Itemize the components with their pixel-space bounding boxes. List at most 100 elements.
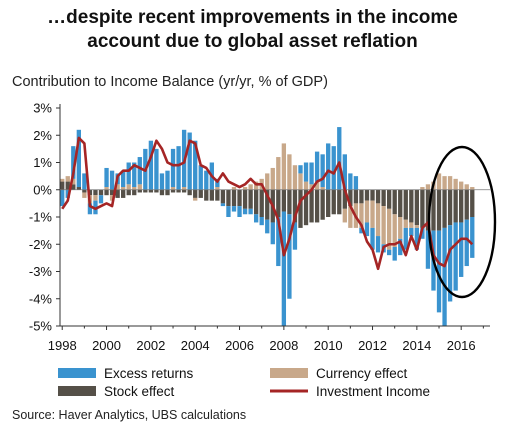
- excess-returns-bar: [447, 225, 453, 302]
- currency-effect-bar: [121, 187, 126, 190]
- legend-stock-effect-label: Stock effect: [104, 384, 175, 399]
- stock-effect-bar: [148, 189, 154, 193]
- excess-returns-bar: [109, 170, 115, 190]
- currency-effect-bar: [453, 178, 458, 190]
- legend-investment-income-label: Investment Income: [316, 384, 430, 399]
- x-tick-label: 2014: [402, 338, 431, 353]
- x-tick-label: 2010: [314, 338, 343, 353]
- stock-effect-bar: [359, 189, 364, 204]
- excess-returns-bar: [414, 227, 420, 250]
- currency-effect-bar: [193, 197, 198, 201]
- stock-effect-bar: [154, 189, 159, 193]
- x-tick-label: 2006: [225, 338, 254, 353]
- stock-effect-bar: [409, 189, 414, 223]
- excess-returns-bar: [60, 189, 65, 207]
- stock-effect-bar: [392, 189, 397, 215]
- excess-returns-bar: [126, 162, 131, 185]
- excess-returns-bar: [82, 173, 87, 190]
- currency-effect-bar: [403, 219, 408, 228]
- currency-effect-bar: [115, 184, 120, 190]
- stock-effect-bar: [364, 189, 370, 201]
- y-tick-label: 3%: [33, 101, 52, 116]
- y-tick-label: -3%: [29, 264, 53, 279]
- excess-returns-bar: [442, 227, 447, 326]
- excess-returns-bar: [309, 162, 314, 185]
- stock-effect-bar: [314, 189, 320, 223]
- stock-effect-bar: [98, 189, 104, 196]
- stock-effect-bar: [326, 189, 331, 217]
- excess-returns-bar: [165, 170, 170, 190]
- stock-effect-bar: [126, 189, 131, 196]
- stock-effect-bar: [215, 189, 220, 201]
- stock-effect-bar: [375, 189, 381, 204]
- investment-income-line: [61, 136, 474, 271]
- stock-effect-bar: [447, 189, 453, 226]
- currency-effect-bar: [132, 187, 137, 190]
- stock-effect-bar: [60, 181, 65, 190]
- stock-effect-bar: [320, 189, 325, 220]
- stock-effect-bar: [459, 189, 464, 223]
- stock-effect-bar: [109, 189, 115, 196]
- excess-returns-bar: [76, 129, 81, 188]
- stock-effect-bar: [226, 189, 231, 207]
- currency-effect-bar: [425, 184, 431, 190]
- excess-returns-bar: [348, 173, 353, 190]
- stock-effect-bar: [76, 187, 81, 190]
- stock-effect-bar: [254, 189, 259, 215]
- currency-effect-bar: [392, 214, 397, 247]
- currency-effect-bar: [409, 222, 414, 228]
- stock-effect-bar: [386, 189, 392, 209]
- excess-returns-bar: [420, 227, 425, 239]
- currency-effect-bar: [82, 192, 87, 198]
- stock-effect-bar: [231, 189, 237, 207]
- stock-effect-bar: [298, 189, 303, 228]
- stock-effect-bar: [204, 189, 209, 201]
- currency-effect-bar: [270, 167, 275, 190]
- currency-effect-bar: [242, 187, 248, 190]
- line-layer: [61, 136, 474, 271]
- currency-effect-bar: [375, 203, 381, 237]
- currency-effect-bar: [414, 225, 420, 228]
- stock-effect-bar: [198, 189, 203, 198]
- stock-effect-bar: [470, 189, 475, 217]
- currency-effect-bar: [298, 173, 303, 190]
- currency-effect-bar: [442, 176, 447, 190]
- excess-returns-bar: [337, 127, 342, 190]
- excess-returns-bar: [187, 132, 192, 190]
- stock-effect-bar: [287, 189, 292, 215]
- excess-returns-bar: [392, 246, 397, 261]
- excess-returns-bar: [254, 214, 259, 223]
- stock-effect-bar: [193, 189, 198, 198]
- excess-returns-bar: [198, 165, 203, 190]
- currency-effect-bar: [181, 187, 187, 190]
- currency-effect-bar: [65, 176, 70, 182]
- excess-returns-bar: [326, 143, 331, 190]
- currency-effect-bar: [137, 184, 142, 190]
- stock-effect-bar: [159, 189, 165, 196]
- axes-layer: 3% 2% 1% 0% -1% -2% -3% -4% -5% 1998 2000 2002 2004 2…: [29, 101, 490, 353]
- excess-returns-bar: [292, 222, 298, 250]
- y-tick-label: 0%: [33, 182, 52, 197]
- currency-effect-bar: [104, 187, 109, 190]
- stock-effect-bar: [237, 189, 242, 207]
- excess-returns-bar: [215, 178, 220, 188]
- stock-effect-bar: [331, 189, 336, 215]
- bars-layer: [60, 127, 475, 326]
- stock-effect-bar: [353, 189, 359, 204]
- currency-effect-bar: [287, 154, 292, 190]
- excess-returns-bar: [314, 151, 320, 182]
- excess-returns-bar: [98, 195, 104, 204]
- currency-effect-bar: [459, 181, 464, 190]
- excess-returns-bar: [65, 189, 70, 198]
- x-tick-label: 2008: [269, 338, 298, 353]
- excess-returns-bar: [386, 249, 392, 256]
- excess-returns-bar: [226, 206, 231, 217]
- stock-effect-bar: [453, 189, 458, 223]
- excess-returns-bar: [242, 208, 248, 215]
- stock-effect-bar: [420, 189, 425, 228]
- x-tick-label: 2002: [136, 338, 165, 353]
- excess-returns-bar: [154, 148, 159, 190]
- excess-returns-bar: [137, 157, 142, 185]
- stock-effect-bar: [176, 189, 181, 193]
- stock-effect-bar: [187, 189, 192, 196]
